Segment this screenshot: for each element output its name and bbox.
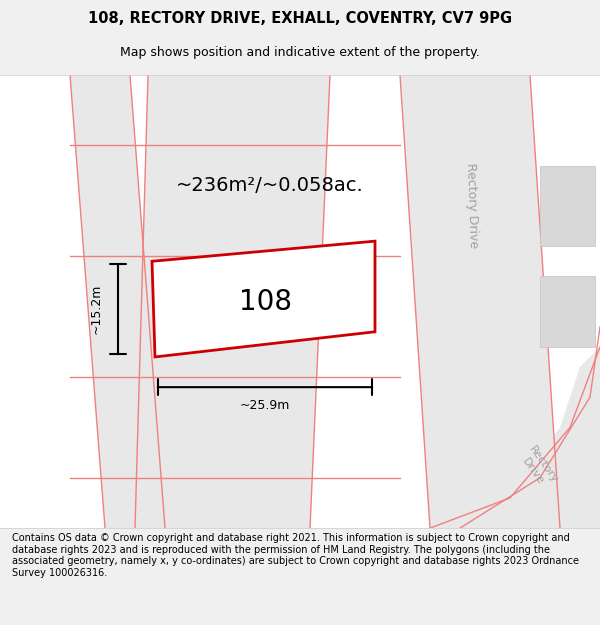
Text: Contains OS data © Crown copyright and database right 2021. This information is : Contains OS data © Crown copyright and d…	[12, 533, 579, 578]
Text: Map shows position and indicative extent of the property.: Map shows position and indicative extent…	[120, 46, 480, 59]
Polygon shape	[460, 347, 600, 528]
Text: 108: 108	[239, 288, 292, 316]
Text: ~25.9m: ~25.9m	[240, 399, 290, 412]
Polygon shape	[70, 75, 165, 528]
Text: ~15.2m: ~15.2m	[89, 284, 103, 334]
Polygon shape	[152, 241, 375, 357]
Text: Rectory
Drive: Rectory Drive	[517, 444, 559, 491]
Polygon shape	[135, 75, 330, 528]
Bar	[540, 276, 595, 347]
Text: ~236m²/~0.058ac.: ~236m²/~0.058ac.	[176, 176, 364, 195]
Polygon shape	[400, 75, 560, 528]
Text: Rectory Drive: Rectory Drive	[464, 163, 480, 249]
Text: 108, RECTORY DRIVE, EXHALL, COVENTRY, CV7 9PG: 108, RECTORY DRIVE, EXHALL, COVENTRY, CV…	[88, 11, 512, 26]
Bar	[540, 166, 595, 246]
